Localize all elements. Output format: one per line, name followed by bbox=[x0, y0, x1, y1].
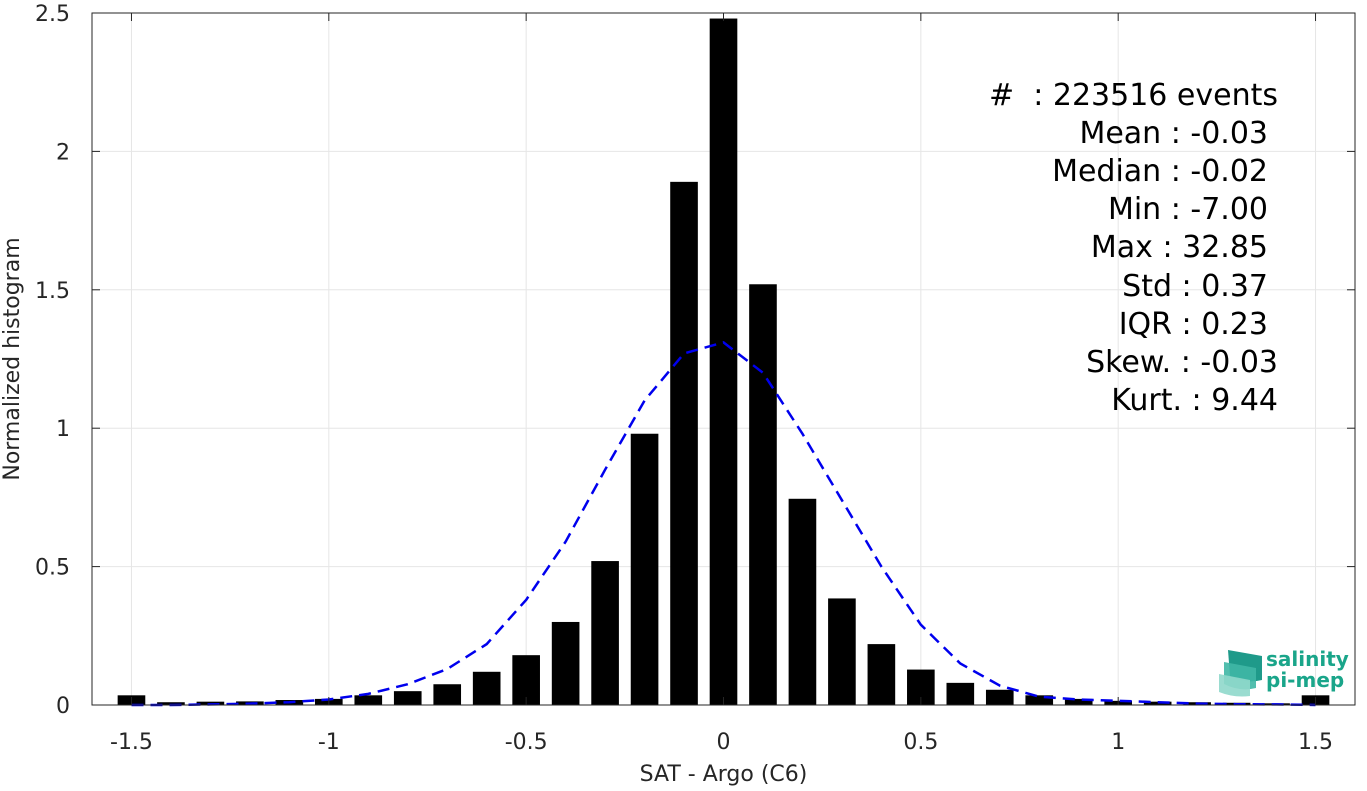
stats-box: # : 223516 events Mean : -0.03 Median : … bbox=[989, 78, 1278, 418]
y-tick-label: 1.5 bbox=[35, 279, 70, 304]
stat-min: Min : -7.00 bbox=[1108, 192, 1268, 227]
stat-skew: Skew. : -0.03 bbox=[1086, 345, 1278, 380]
histogram-bar bbox=[591, 561, 619, 705]
histogram-bar bbox=[472, 671, 501, 705]
histogram-bar bbox=[867, 644, 896, 705]
histogram-bar bbox=[749, 284, 777, 705]
y-tick-label: 0.5 bbox=[35, 556, 70, 581]
y-tick-label: 0 bbox=[56, 694, 70, 719]
histogram-bar bbox=[788, 498, 817, 705]
histogram-bar bbox=[985, 689, 1014, 705]
histogram-bar bbox=[828, 598, 856, 705]
histogram-bar bbox=[670, 181, 698, 705]
stat-std: Std : 0.37 bbox=[1122, 269, 1268, 304]
histogram-bar bbox=[433, 684, 462, 705]
x-tick-label: 1 bbox=[1111, 730, 1125, 755]
histogram-bar bbox=[551, 621, 580, 705]
x-tick-label: -1.5 bbox=[110, 730, 153, 755]
histogram-bar bbox=[1025, 695, 1054, 705]
x-tick-label: -1 bbox=[318, 730, 340, 755]
stat-iqr: IQR : 0.23 bbox=[1119, 307, 1268, 342]
histogram-bar bbox=[512, 655, 540, 705]
stat-median: Median : -0.02 bbox=[1052, 154, 1268, 189]
y-tick-label: 2 bbox=[56, 140, 70, 165]
stat-events: # : 223516 events bbox=[989, 78, 1278, 113]
histogram-bar bbox=[709, 18, 738, 705]
stat-mean: Mean : -0.03 bbox=[1079, 116, 1268, 151]
tick-labels: -1.5 -1 -0.5 0 0.5 1 1.5 0 0.5 1 1.5 2 2.5 bbox=[35, 2, 1333, 755]
histogram-bar bbox=[946, 682, 975, 705]
histogram-bar bbox=[1064, 698, 1093, 705]
logo-waves-icon bbox=[1219, 650, 1262, 697]
histogram-bar bbox=[354, 695, 383, 705]
histogram-bar bbox=[157, 702, 185, 705]
histogram-bar bbox=[630, 433, 659, 705]
histogram-bar bbox=[393, 691, 422, 705]
y-tick-label: 1 bbox=[56, 417, 70, 442]
y-axis-title: Normalized histogram bbox=[0, 237, 25, 480]
salinity-pi-mep-logo: salinity pi-mep bbox=[1219, 647, 1349, 697]
axis-ticks bbox=[92, 12, 1355, 706]
x-tick-label: -0.5 bbox=[505, 730, 548, 755]
logo-text-salinity: salinity bbox=[1266, 647, 1349, 671]
y-tick-label: 2.5 bbox=[35, 2, 70, 27]
x-axis-title: SAT - Argo (C6) bbox=[640, 762, 808, 787]
logo-text-pimep: pi-mep bbox=[1266, 668, 1344, 692]
x-tick-label: 0.5 bbox=[903, 730, 938, 755]
x-tick-label: 0 bbox=[717, 730, 731, 755]
x-tick-label: 1.5 bbox=[1298, 730, 1333, 755]
stat-kurt: Kurt. : 9.44 bbox=[1111, 383, 1278, 418]
histogram-bars bbox=[117, 18, 1330, 705]
stat-max: Max : 32.85 bbox=[1091, 230, 1268, 265]
